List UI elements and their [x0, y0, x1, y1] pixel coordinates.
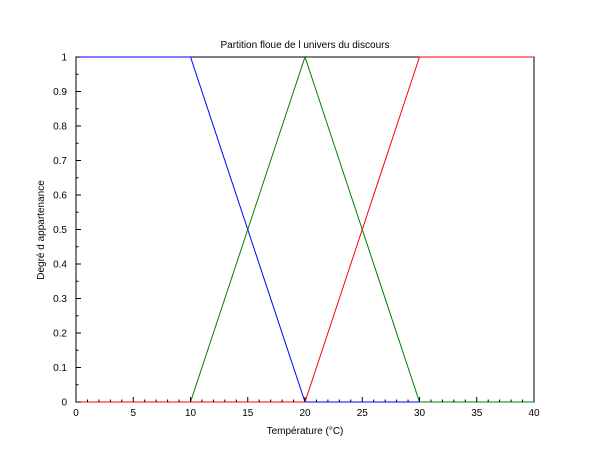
y-tick-label: 0.9: [53, 87, 67, 98]
y-axis-title: Degré d appartenance: [36, 180, 47, 280]
x-tick-label: 40: [528, 408, 540, 419]
y-tick-label: 0.1: [53, 363, 67, 374]
chart-title: Partition floue de l univers du discours: [221, 40, 390, 51]
x-axis: 0 5 10 15 20 25 30 35 40: [73, 397, 540, 419]
y-axis: 0 0.1 0.2 0.3 0.4 0.5 0.6 0.7 0.8 0.9 1: [53, 53, 81, 409]
x-tick-label: 35: [471, 408, 483, 419]
y-tick-label: 0: [61, 398, 67, 409]
y-tick-label: 0.7: [53, 156, 67, 167]
x-tick-label: 5: [130, 408, 136, 419]
x-tick-label: 30: [414, 408, 426, 419]
x-tick-label: 25: [357, 408, 369, 419]
y-tick-label: 0.3: [53, 294, 67, 305]
y-tick-label: 0.5: [53, 225, 67, 236]
y-tick-label: 0.8: [53, 122, 67, 133]
y-tick-label: 0.2: [53, 329, 67, 340]
y-tick-label: 0.4: [53, 260, 67, 271]
x-axis-title: Température (°C): [267, 426, 344, 437]
x-tick-label: 15: [242, 408, 254, 419]
y-tick-label: 0.6: [53, 191, 67, 202]
y-tick-label: 1: [61, 53, 67, 64]
x-tick-label: 10: [185, 408, 197, 419]
x-tick-label: 0: [73, 408, 79, 419]
x-tick-label: 20: [299, 408, 311, 419]
